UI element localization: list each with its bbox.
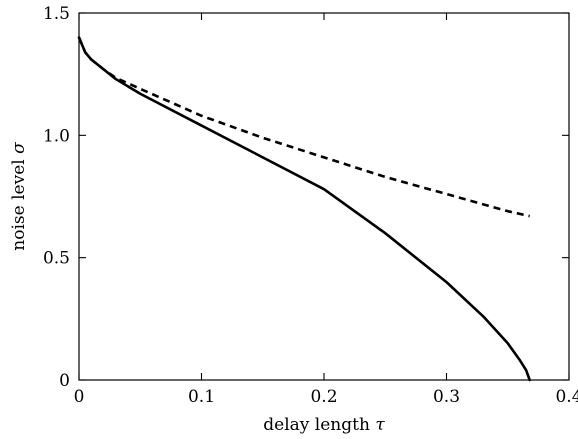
series-line-dashed	[77, 36, 530, 218]
series-line-solid	[77, 36, 531, 382]
y-axis-label-symbol: σ	[9, 142, 29, 154]
x-axis-label-text: delay length	[263, 415, 370, 435]
x-tick-label: 0.4	[555, 387, 578, 407]
y-tick-label: 1.5	[43, 4, 70, 24]
y-axis-label: noise level σ	[9, 142, 29, 251]
y-tick-label: 0	[59, 371, 70, 391]
y-tick-label: 0.5	[43, 249, 70, 269]
y-axis-label-text: noise level	[9, 159, 29, 250]
x-axis-label: delay length τ	[263, 415, 385, 435]
axis-ticks	[78, 12, 570, 381]
tick-labels: 0 0.1 0.2 0.3 0.4 0 0.5 1.0 1.5	[43, 4, 578, 407]
x-tick-label: 0.1	[188, 387, 215, 407]
y-tick-label: 1.0	[43, 126, 70, 146]
x-axis-label-symbol: τ	[375, 415, 385, 435]
series-group	[77, 36, 531, 382]
x-tick-label: 0.3	[433, 387, 460, 407]
x-tick-label: 0.2	[310, 387, 337, 407]
x-tick-label: 0	[74, 387, 85, 407]
plot-frame	[78, 12, 570, 381]
